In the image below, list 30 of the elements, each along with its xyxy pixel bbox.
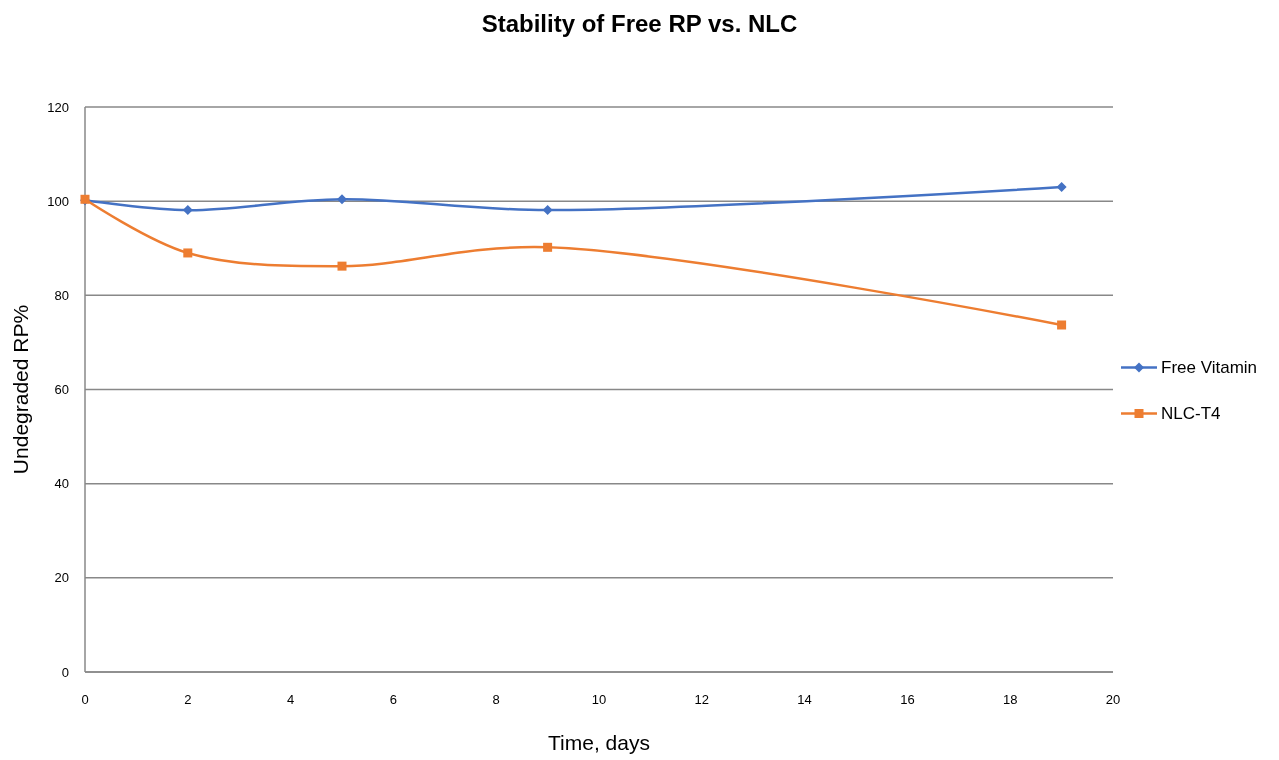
x-tick-label: 0 [81,692,89,707]
y-tick-label: 20 [54,570,69,586]
point [337,194,347,205]
point [183,248,193,258]
y-tick-label: 60 [54,382,69,398]
x-tick-label: 6 [389,692,398,707]
point [337,261,347,271]
x-tick-label: 16 [900,692,915,707]
x-tick-label: 12 [694,692,710,707]
point [543,242,553,252]
legend-label: Free Vitamin [1161,358,1258,378]
y-tick-label: 80 [54,287,69,303]
x-axis-title: Time, days [548,731,650,754]
y-tick-label: 0 [61,664,69,680]
chart-title: Stability of Free RP vs. NLC [481,10,798,37]
x-tick-label: 18 [1002,692,1018,707]
x-tick-label: 14 [797,692,812,707]
y-axis-title: Undegraded RP% [9,304,32,475]
point [1056,182,1067,193]
point [542,205,553,216]
x-tick-label: 2 [184,692,192,707]
y-tick-label: 120 [47,99,69,115]
point [1057,320,1067,330]
y-tick-label: 40 [54,476,69,492]
x-tick-label: 8 [492,692,500,707]
x-tick-label: 20 [1105,692,1121,707]
legend-label: NLC-T4 [1161,404,1221,424]
x-tick-label: 4 [286,692,295,707]
y-tick-label: 100 [47,193,69,209]
x-tick-label: 10 [591,692,607,707]
